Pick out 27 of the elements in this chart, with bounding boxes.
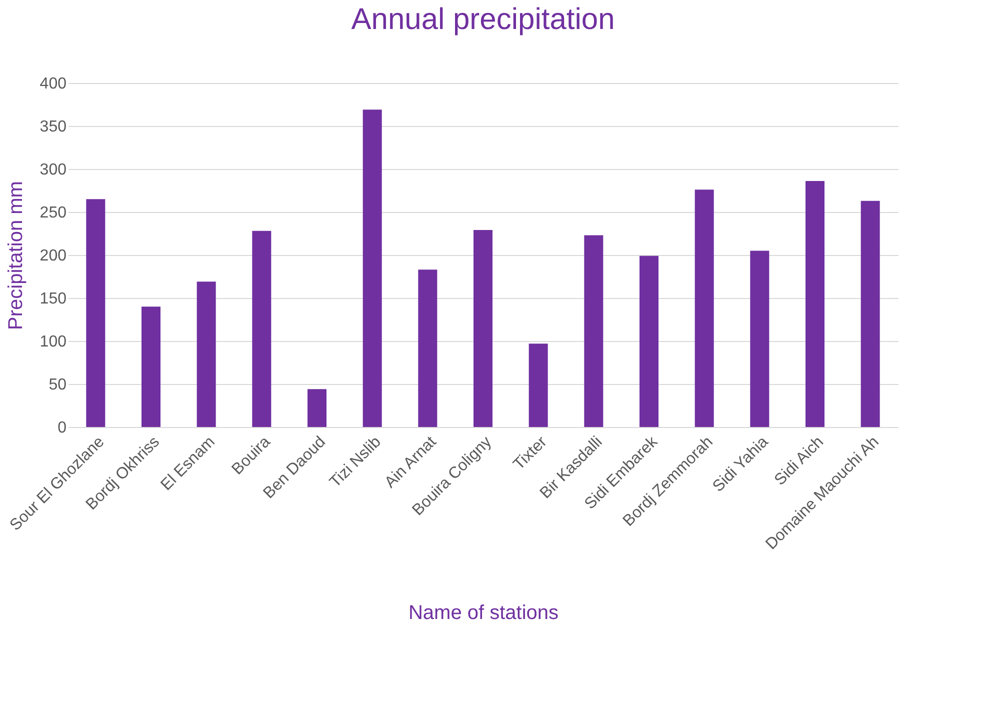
bar [584, 235, 604, 427]
bar [860, 200, 880, 427]
bar [750, 250, 770, 427]
bar [528, 344, 548, 427]
bar [806, 181, 824, 427]
bar [308, 389, 326, 427]
bar [142, 306, 160, 427]
bar [362, 110, 382, 427]
bar [86, 199, 106, 427]
bar [196, 282, 216, 427]
chart-title: Annual precipitation [351, 3, 615, 36]
y-tick-label: 400 [40, 76, 67, 92]
y-tick-label: 300 [40, 162, 67, 178]
bar [418, 270, 438, 427]
y-tick-label: 250 [40, 204, 67, 222]
y-tick-label: 0 [58, 420, 67, 436]
bar [640, 256, 658, 427]
y-tick-label: 200 [40, 248, 67, 264]
bar [694, 190, 714, 427]
x-axis-title: Name of stations [408, 602, 559, 624]
y-tick-label: 50 [48, 376, 67, 394]
bar [252, 230, 272, 427]
y-tick-label: 150 [40, 290, 67, 308]
y-tick-label: 350 [40, 118, 67, 136]
y-axis-title: Precipitation mm [4, 181, 27, 330]
y-tick-label: 100 [40, 334, 67, 350]
bar [474, 230, 492, 427]
